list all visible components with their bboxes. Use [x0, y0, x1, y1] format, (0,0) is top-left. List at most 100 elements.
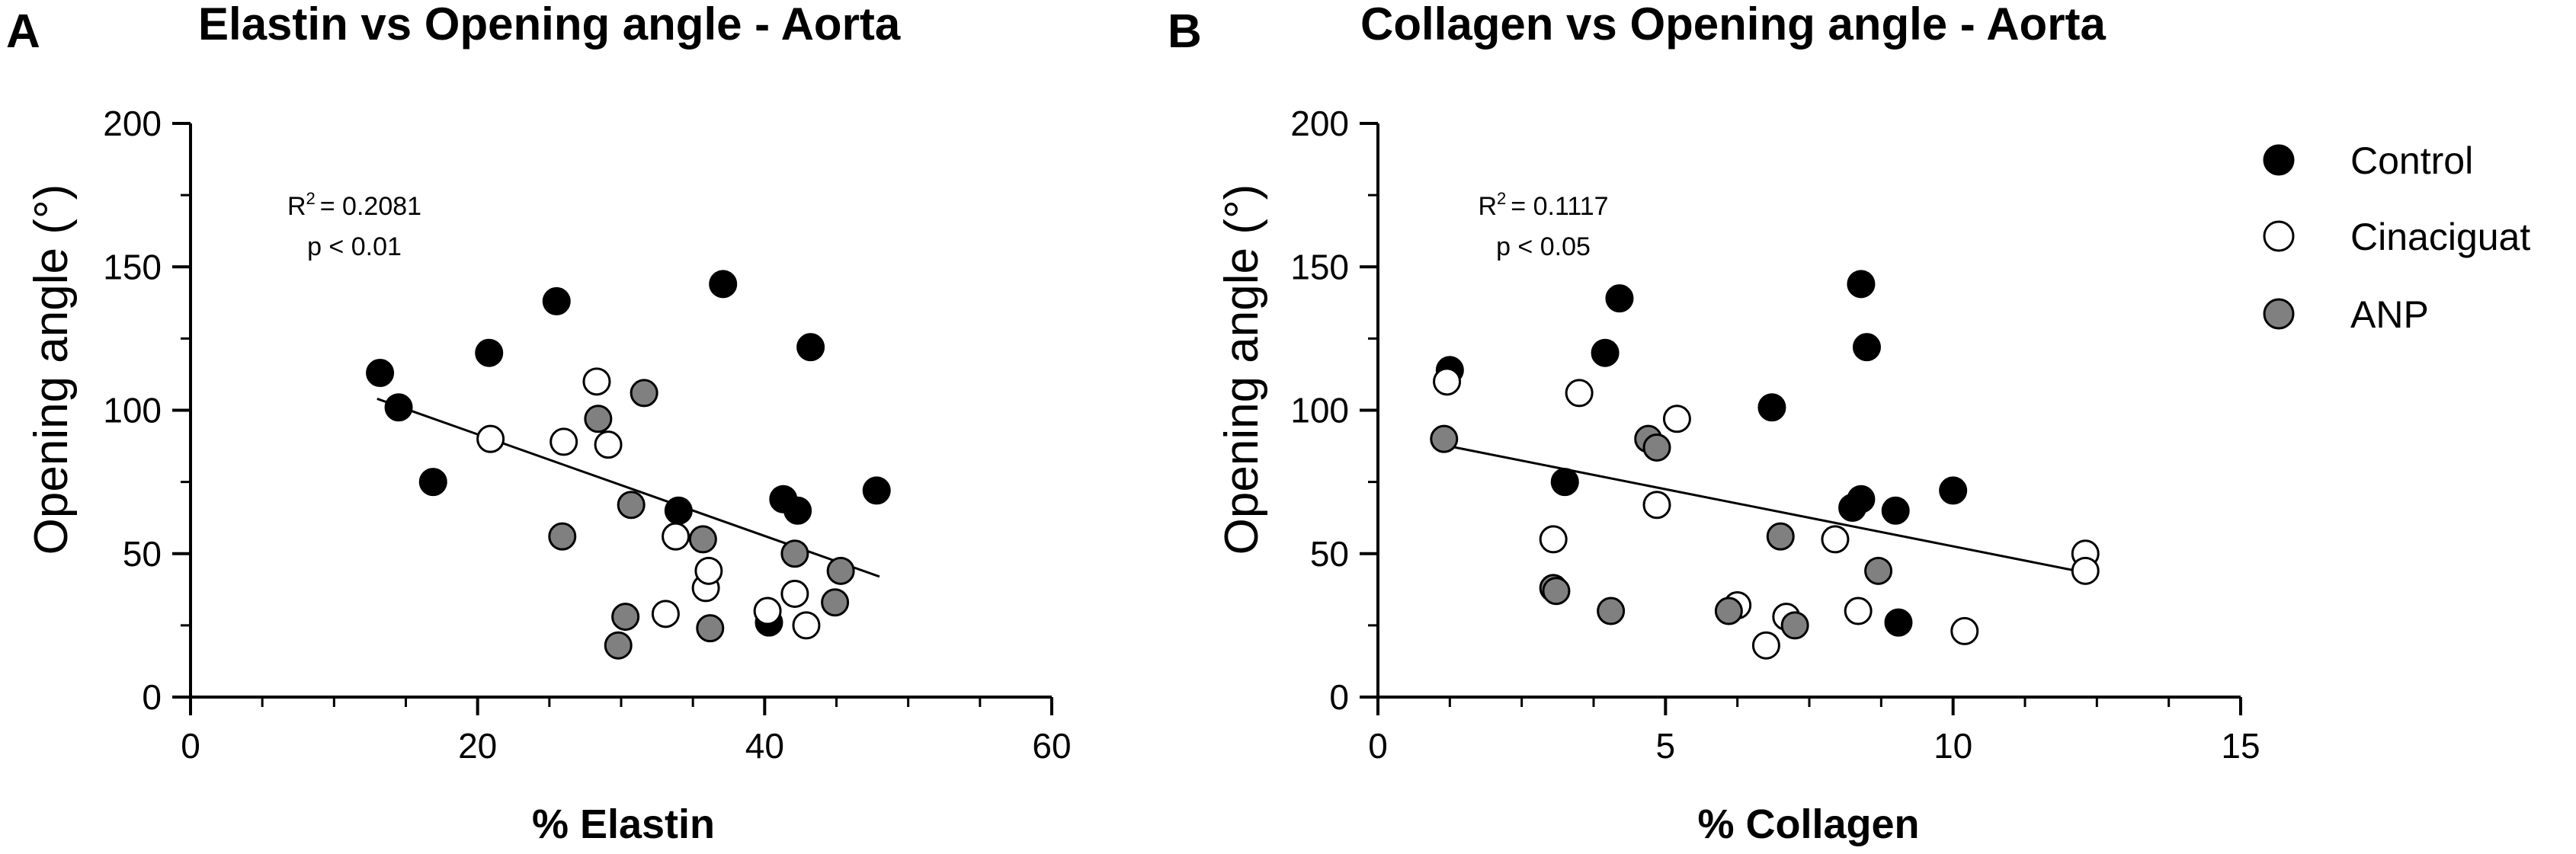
panel-a-point-control [862, 476, 891, 505]
panel-a-point-anp [584, 405, 613, 433]
panel-a-point-anp [548, 522, 577, 551]
panel-b-point-cinaciguat [1821, 525, 1850, 554]
panel-b-y-tick-label: 100 [1290, 391, 1349, 430]
panel-a-p-value: p < 0.01 [307, 232, 402, 261]
panel-b: B Collagen vs Opening angle - Aorta Open… [1168, 0, 2260, 847]
panel-b-p-value: p < 0.05 [1496, 232, 1591, 261]
panel-b-y-tick-label: 50 [1310, 534, 1349, 574]
panel-b-point-cinaciguat [1662, 405, 1691, 433]
panel-b-point-anp [1864, 556, 1893, 585]
panel-a-point-cinaciguat [753, 597, 782, 625]
panel-b-y-tick-label: 0 [1329, 677, 1349, 717]
panel-a-r-value: = 0.2081 [320, 192, 421, 221]
panel-b-point-anp [1430, 424, 1459, 453]
panel-b-x-tick-label: 10 [1934, 726, 1972, 766]
panel-a-point-anp [611, 603, 640, 632]
panel-a-point-control [384, 393, 413, 422]
panel-b-point-cinaciguat [2071, 556, 2100, 585]
panel-a-point-control [783, 496, 812, 525]
panel-a-x-tick-label: 20 [458, 726, 497, 766]
panel-b-r-squared: R2 = 0.1117 [1478, 189, 1608, 221]
panel-a-point-anp [688, 525, 717, 554]
panel-a-point-cinaciguat [476, 424, 505, 453]
panel-a-x-tick-label: 40 [745, 726, 784, 766]
legend-marker-anp [2263, 298, 2295, 330]
panel-b-point-anp [1714, 597, 1743, 625]
panel-b-x-tick-label: 15 [2221, 726, 2260, 766]
panel-a-r-squared: R2 = 0.2081 [287, 189, 421, 221]
panel-b-x-tick-label: 5 [1656, 726, 1676, 766]
legend: Control Cinaciguat ANP [2263, 139, 2530, 336]
panel-a-point-anp [826, 556, 855, 585]
panel-b-point-control [1757, 393, 1786, 422]
panel-b-point-cinaciguat [1751, 631, 1780, 660]
panel-b-point-anp [1780, 611, 1809, 640]
panel-a: A Elastin vs Opening angle - Aorta Openi… [6, 0, 1072, 847]
panel-b-point-anp [1542, 577, 1571, 606]
panel-b-point-control [1884, 608, 1913, 637]
panel-a-point-control [664, 496, 693, 525]
panel-a-point-cinaciguat [792, 611, 821, 640]
panel-a-y-tick-label: 200 [103, 104, 162, 143]
panel-a-x-axis-label: % Elastin [532, 801, 715, 847]
panel-a-title: Elastin vs Opening angle - Aorta [198, 0, 901, 50]
legend-label-anp: ANP [2350, 293, 2429, 336]
panel-a-point-control [796, 333, 825, 362]
panel-a-y-tick-label: 150 [103, 247, 162, 286]
panel-b-y-tick-label: 150 [1290, 247, 1349, 286]
legend-marker-control [2263, 144, 2295, 176]
panel-a-x-tick-label: 60 [1032, 726, 1071, 766]
panel-a-r-superscript: 2 [306, 189, 316, 208]
panel-a-point-anp [696, 614, 725, 643]
panel-a-point-cinaciguat [662, 522, 690, 551]
panel-b-x-tick-label: 0 [1368, 726, 1388, 766]
panel-a-point-cinaciguat [594, 430, 623, 459]
panel-b-point-anp [1642, 433, 1671, 462]
legend-marker-cinaciguat [2263, 220, 2295, 252]
panel-b-r-value: = 0.1117 [1511, 192, 1608, 221]
panel-b-y-tick-label: 200 [1290, 104, 1349, 143]
panel-a-point-anp [821, 588, 850, 617]
panel-b-r-label: R [1478, 192, 1497, 221]
panel-a-point-cinaciguat [694, 556, 723, 585]
panel-b-point-control [1852, 333, 1881, 362]
panel-b-point-cinaciguat [1642, 491, 1671, 520]
legend-label-control: Control [2350, 139, 2473, 182]
panel-b-letter: B [1168, 5, 1202, 58]
panel-b-point-cinaciguat [1565, 379, 1594, 408]
panel-a-letter: A [6, 5, 40, 58]
panel-a-point-anp [630, 379, 658, 408]
panel-a-point-cinaciguat [780, 579, 809, 608]
panel-b-point-cinaciguat [1950, 616, 1979, 645]
panel-b-point-cinaciguat [1433, 367, 1462, 396]
panel-b-r-superscript: 2 [1497, 189, 1506, 208]
panel-b-point-cinaciguat [1844, 597, 1873, 625]
panel-a-point-control [542, 286, 571, 315]
panel-b-point-control [1847, 270, 1876, 299]
panel-b-point-cinaciguat [1539, 525, 1568, 554]
panel-a-y-tick-label: 50 [123, 534, 162, 574]
panel-b-point-anp [1766, 522, 1795, 551]
panel-b-point-anp [1597, 597, 1626, 625]
panel-a-r-label: R [287, 192, 306, 221]
panel-a-point-cinaciguat [651, 600, 680, 629]
panel-b-point-control [1550, 468, 1579, 497]
panel-b-point-control [1605, 284, 1634, 313]
panel-b-regression-line [1440, 443, 2092, 575]
panel-a-x-tick-label: 0 [181, 726, 200, 766]
panel-a-point-anp [617, 491, 646, 520]
panel-b-y-axis-label: Opening angle (°) [1216, 184, 1268, 555]
panel-b-point-control [1881, 496, 1910, 525]
panel-b-x-axis-label: % Collagen [1697, 801, 1919, 847]
panel-a-point-cinaciguat [582, 367, 611, 396]
panel-a-point-control [366, 359, 395, 388]
panel-a-y-tick-label: 100 [103, 391, 162, 430]
panel-a-point-anp [604, 631, 633, 660]
panel-a-point-control [709, 270, 738, 299]
panel-b-point-control [1939, 476, 1968, 505]
legend-label-cinaciguat: Cinaciguat [2350, 216, 2530, 258]
panel-a-point-control [475, 338, 504, 367]
panel-b-point-control [1591, 338, 1620, 367]
panel-b-title: Collagen vs Opening angle - Aorta [1360, 0, 2107, 50]
